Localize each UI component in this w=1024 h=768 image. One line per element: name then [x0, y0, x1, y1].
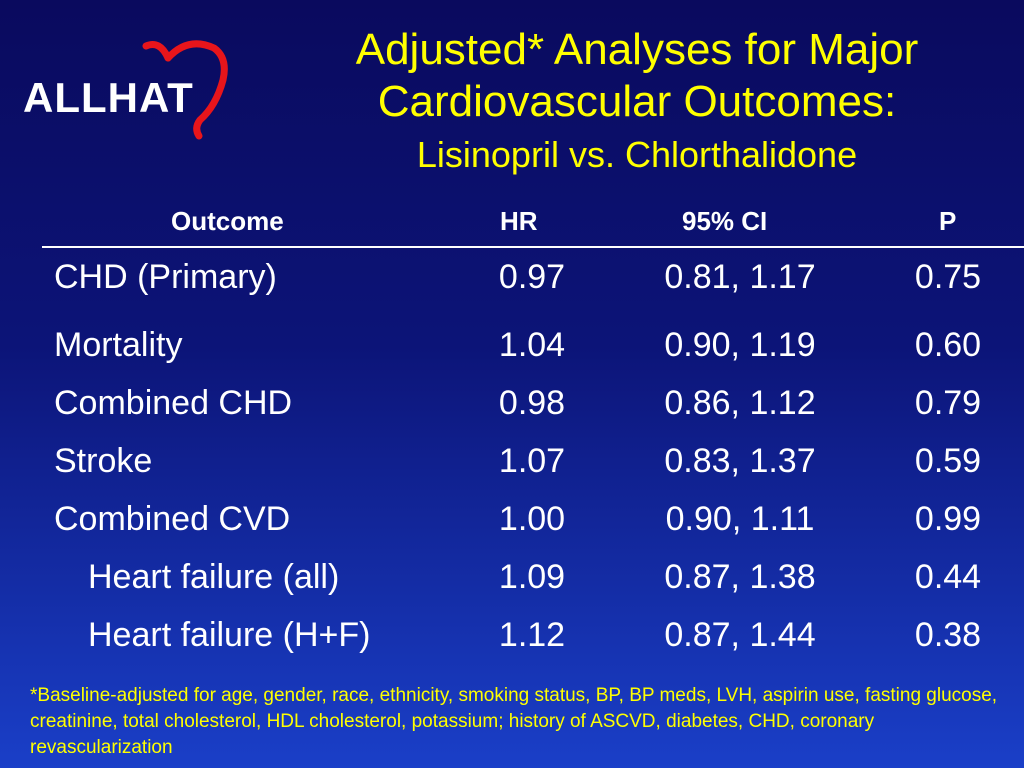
row-hr: 1.07 — [498, 442, 566, 480]
row-hr: 1.04 — [498, 326, 566, 364]
row-p: 0.99 — [914, 500, 982, 538]
row-p: 0.59 — [914, 442, 982, 480]
row-ci: 0.86, 1.12 — [664, 384, 816, 422]
heart-icon — [142, 40, 228, 140]
table-header: Outcome HR 95% CI P — [42, 198, 1024, 248]
title-main: Adjusted* Analyses for Major Cardiovascu… — [355, 25, 919, 126]
row-ci: 0.90, 1.11 — [665, 500, 815, 538]
header-ci: 95% CI — [682, 206, 768, 236]
table-row: Heart failure (H+F) 1.12 0.87, 1.44 0.38 — [0, 616, 1024, 660]
row-p: 0.79 — [914, 384, 982, 422]
table-row: Heart failure (all) 1.09 0.87, 1.38 0.44 — [0, 558, 1024, 602]
row-outcome: Heart failure (H+F) — [88, 616, 371, 654]
row-ci: 0.87, 1.38 — [664, 558, 816, 596]
row-p: 0.38 — [914, 616, 982, 654]
row-ci: 0.81, 1.17 — [664, 258, 816, 296]
row-hr: 1.00 — [498, 500, 566, 538]
table-row: Combined CHD 0.98 0.86, 1.12 0.79 — [0, 384, 1024, 428]
table-row: Mortality 1.04 0.90, 1.19 0.60 — [0, 326, 1024, 370]
row-outcome: Mortality — [54, 326, 183, 364]
row-outcome: Combined CHD — [54, 384, 293, 422]
row-p: 0.60 — [914, 326, 982, 364]
table-row: Combined CVD 1.00 0.90, 1.11 0.99 — [0, 500, 1024, 544]
row-ci: 0.90, 1.19 — [664, 326, 816, 364]
table-row: Stroke 1.07 0.83, 1.37 0.59 — [0, 442, 1024, 486]
row-p: 0.44 — [914, 558, 982, 596]
row-outcome: Heart failure (all) — [88, 558, 340, 596]
row-hr: 1.12 — [498, 616, 566, 654]
row-outcome: Combined CVD — [54, 500, 291, 538]
footnote: *Baseline-adjusted for age, gender, race… — [30, 685, 998, 758]
logo-text: ALLHAT — [23, 74, 194, 121]
row-outcome: CHD (Primary) — [54, 258, 277, 296]
row-ci: 0.87, 1.44 — [664, 616, 816, 654]
header-hr: HR — [500, 206, 538, 236]
allhat-logo: ALLHAT — [18, 40, 233, 140]
row-p: 0.75 — [914, 258, 982, 296]
row-hr: 0.98 — [498, 384, 566, 422]
row-ci: 0.83, 1.37 — [664, 442, 816, 480]
table-row: CHD (Primary) 0.97 0.81, 1.17 0.75 — [0, 258, 1024, 302]
header-outcome: Outcome — [171, 206, 284, 236]
row-outcome: Stroke — [54, 442, 153, 480]
row-hr: 1.09 — [498, 558, 566, 596]
slide-title: Adjusted* Analyses for Major Cardiovascu… — [268, 24, 1006, 178]
row-hr: 0.97 — [498, 258, 566, 296]
title-subtitle: Lisinopril vs. Chlorthalidone — [416, 134, 858, 175]
header-p: P — [939, 206, 957, 236]
